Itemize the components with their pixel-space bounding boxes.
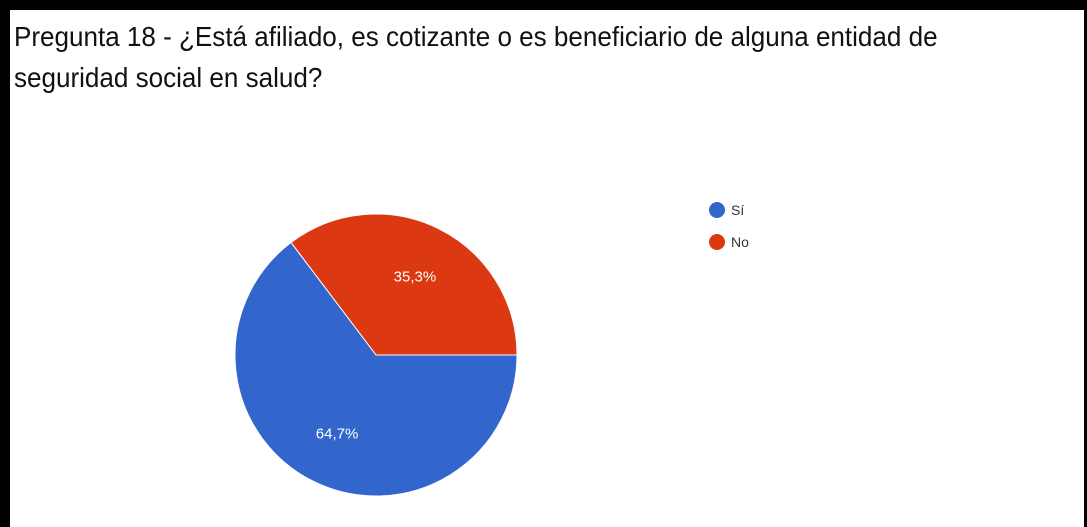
pie-chart: 35,3% 64,7% Sí No	[234, 202, 749, 497]
pie-slice-no[interactable]	[290, 213, 518, 356]
legend-label: No	[731, 234, 749, 250]
slice-label-si: 64,7%	[316, 425, 359, 442]
legend-item-si[interactable]: Sí	[709, 202, 744, 218]
legend-swatch	[709, 202, 725, 218]
legend-swatch	[709, 234, 725, 250]
slice-label-no: 35,3%	[394, 269, 437, 286]
chart-legend[interactable]: Sí No	[709, 202, 749, 250]
chart-panel: Pregunta 18 - ¿Está afiliado, es cotizan…	[10, 10, 1084, 527]
pie-slice-si[interactable]	[234, 241, 518, 497]
pie-slices	[234, 213, 518, 497]
legend-item-no[interactable]: No	[709, 234, 749, 250]
pie-slice-labels: 35,3% 64,7%	[316, 269, 436, 443]
chart-title: Pregunta 18 - ¿Está afiliado, es cotizan…	[14, 21, 938, 93]
legend-label: Sí	[731, 202, 744, 218]
